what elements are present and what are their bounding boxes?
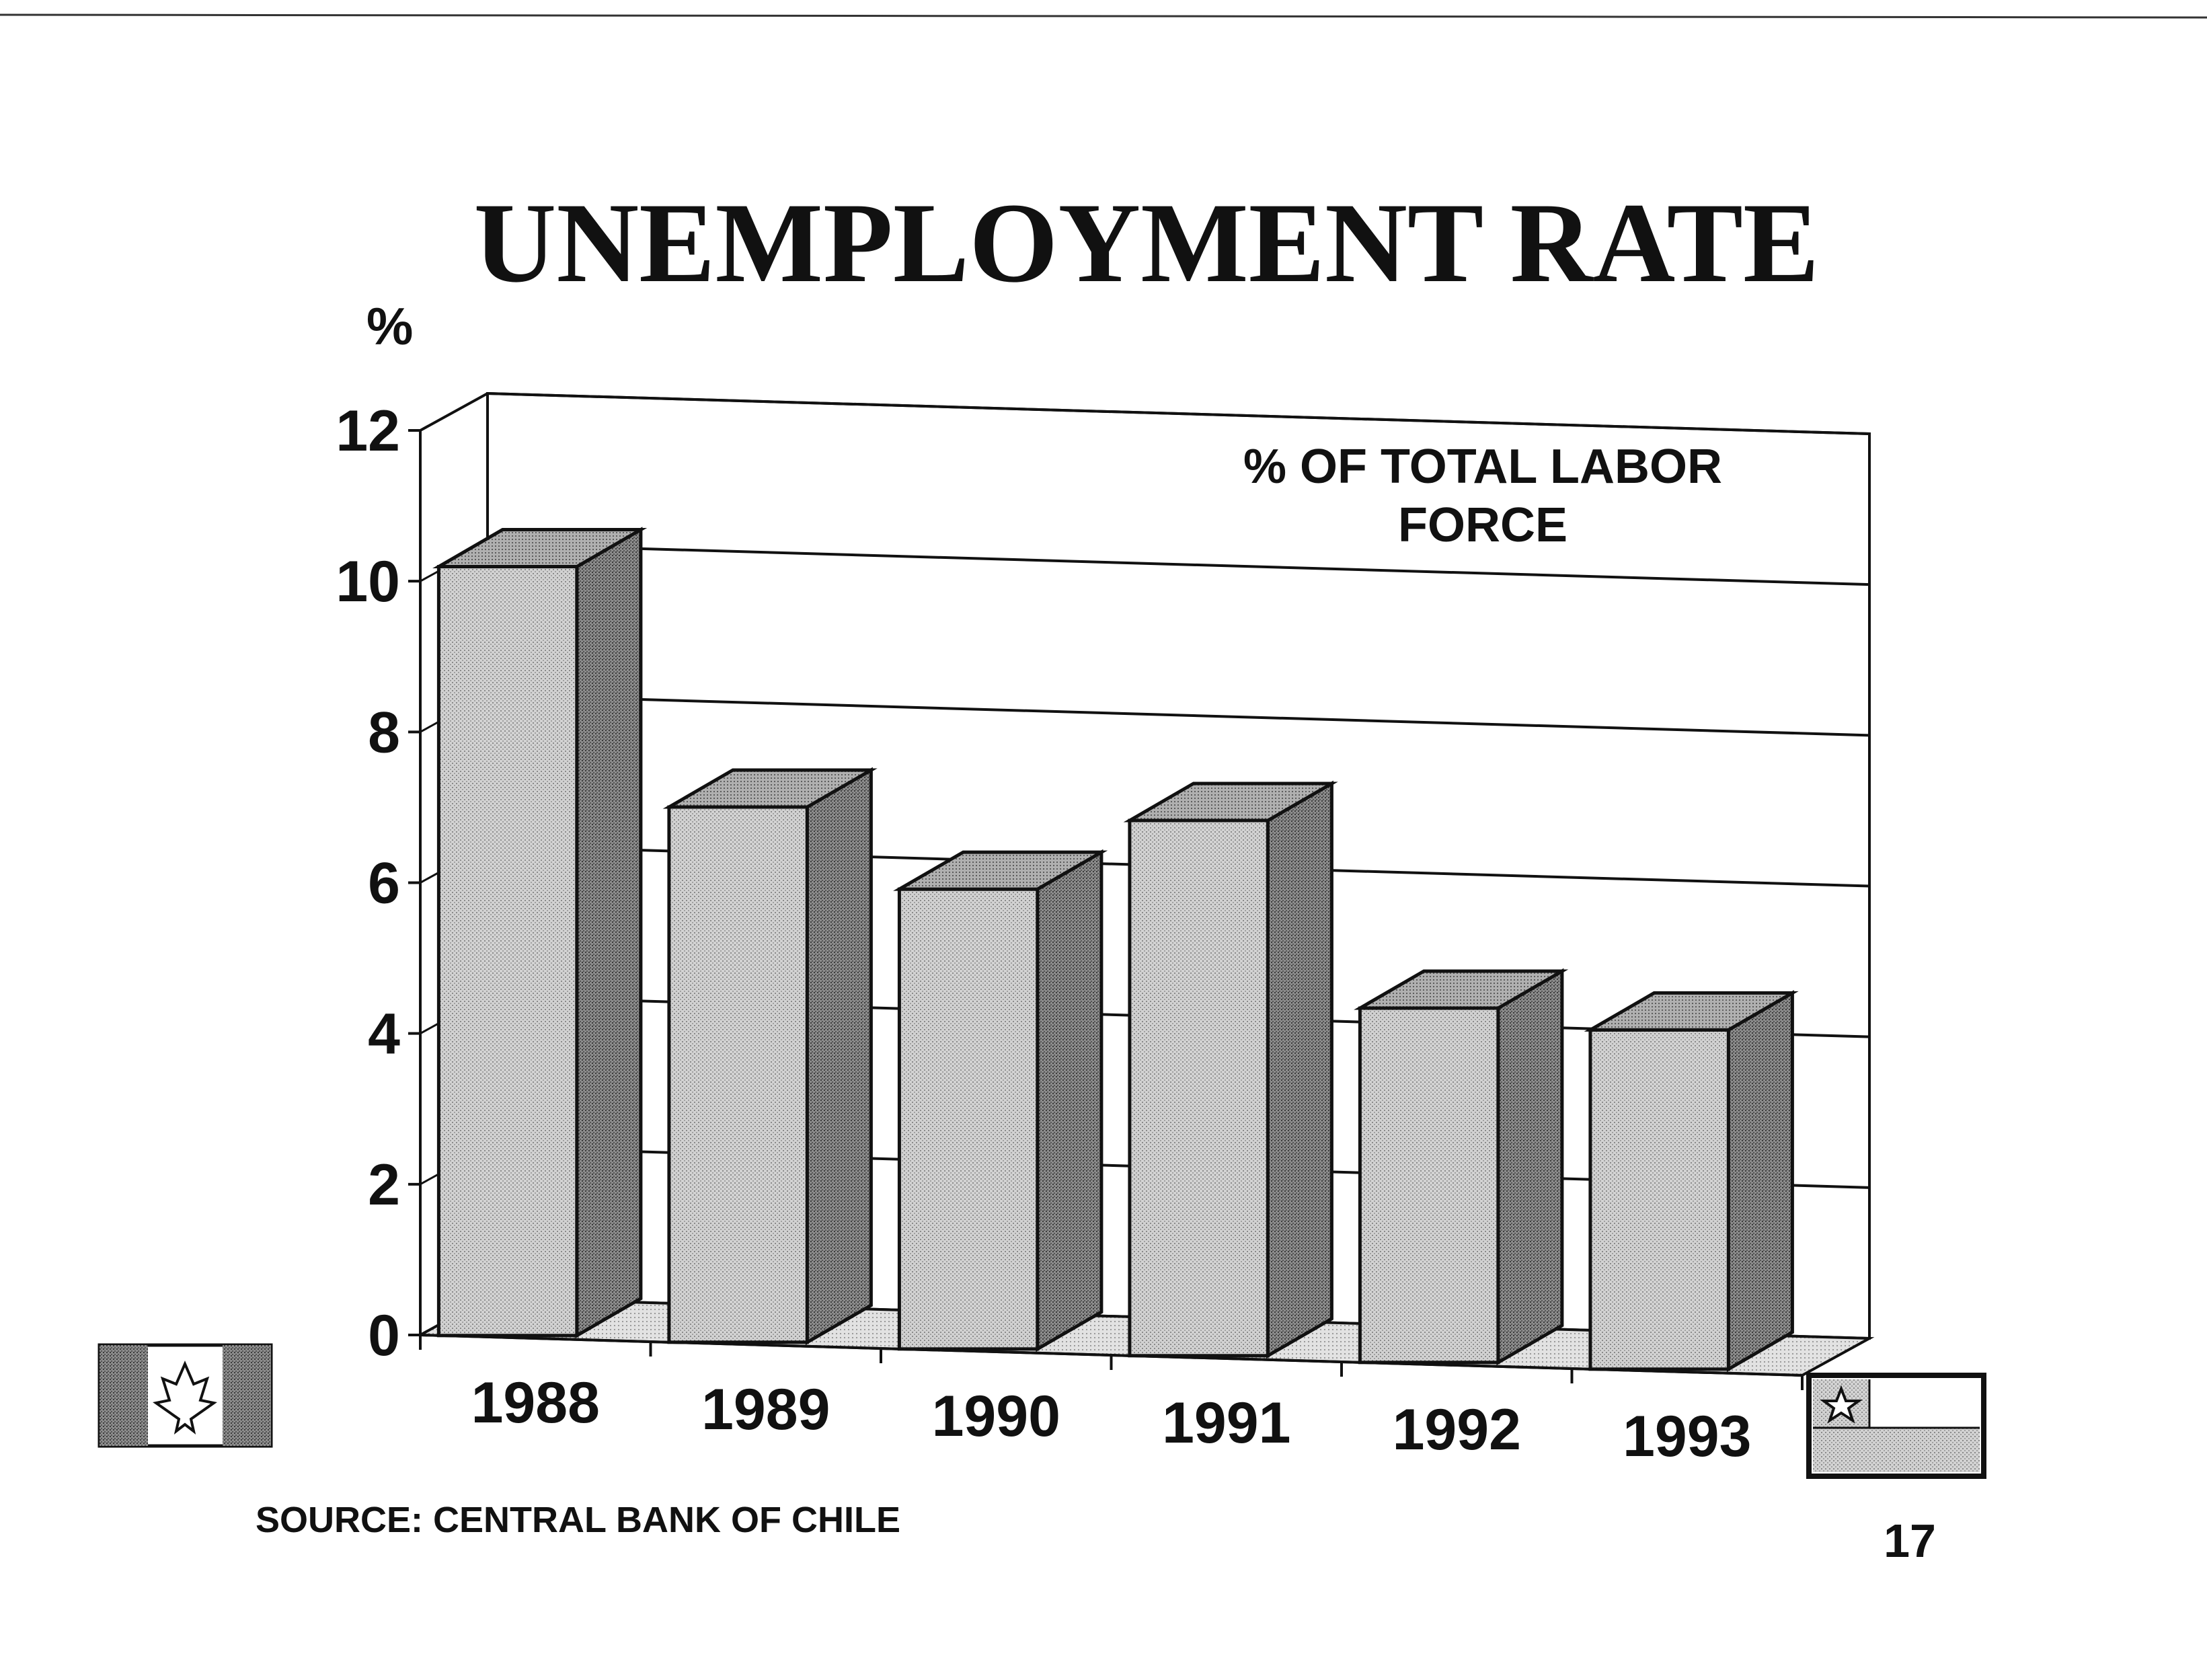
x-tick-label: 1988 xyxy=(471,1371,600,1435)
bar-front xyxy=(667,805,809,1344)
y-tick-label: 2 xyxy=(368,1153,400,1217)
chile-flag-icon xyxy=(1806,1373,1986,1479)
x-tick-label: 1989 xyxy=(701,1377,830,1442)
gridline xyxy=(487,543,1870,586)
chart-title: UNEMPLOYMENT RATE xyxy=(474,180,1820,306)
y-axis-unit: % xyxy=(366,297,413,356)
bar-side xyxy=(1726,990,1794,1373)
y-tick-depth xyxy=(420,392,488,432)
bar-front xyxy=(436,565,579,1338)
gridline xyxy=(487,693,1870,737)
canada-flag-icon xyxy=(98,1343,273,1448)
bar-side xyxy=(1496,968,1564,1366)
bar-top xyxy=(1584,991,1799,1032)
y-tick-label: 8 xyxy=(368,700,400,765)
x-tick-label: 1991 xyxy=(1162,1391,1290,1455)
chart-annotation-line-2: FORCE xyxy=(1398,498,1567,552)
y-tick-label: 4 xyxy=(368,1002,400,1067)
y-tick-label: 12 xyxy=(336,399,400,463)
plot-area: 0 2 4 6 8 10 12 1988 1989 1990 1991 1992 1993 xyxy=(336,391,1875,1469)
bar-top xyxy=(893,850,1108,891)
bar-top xyxy=(432,528,648,569)
source-note: SOURCE: CENTRAL BANK OF CHILE xyxy=(256,1500,900,1540)
x-tick-label: 1990 xyxy=(932,1384,1060,1449)
y-tick-label: 6 xyxy=(368,851,400,916)
page-top-rule xyxy=(0,13,2207,19)
bar-top xyxy=(1354,969,1569,1010)
x-tick-label: 1992 xyxy=(1393,1398,1521,1462)
bar-top xyxy=(1123,781,1338,823)
x-tick-label: 1993 xyxy=(1623,1404,1751,1469)
bar-top xyxy=(662,768,878,809)
bar-front xyxy=(1358,1006,1500,1365)
bar-side xyxy=(805,767,873,1346)
y-tick-label: 10 xyxy=(336,549,400,614)
bar-side xyxy=(1036,849,1104,1352)
chart-annotation-line-1: % OF TOTAL LABOR xyxy=(1243,440,1722,494)
bar-front xyxy=(897,887,1040,1351)
page-number: 17 xyxy=(1884,1515,1936,1567)
bar-front xyxy=(1588,1028,1730,1371)
bar-side xyxy=(1266,780,1333,1359)
bar-front xyxy=(1128,818,1270,1358)
gridline xyxy=(487,392,1870,435)
bar-side xyxy=(575,527,643,1339)
y-tick-label: 0 xyxy=(368,1303,400,1368)
